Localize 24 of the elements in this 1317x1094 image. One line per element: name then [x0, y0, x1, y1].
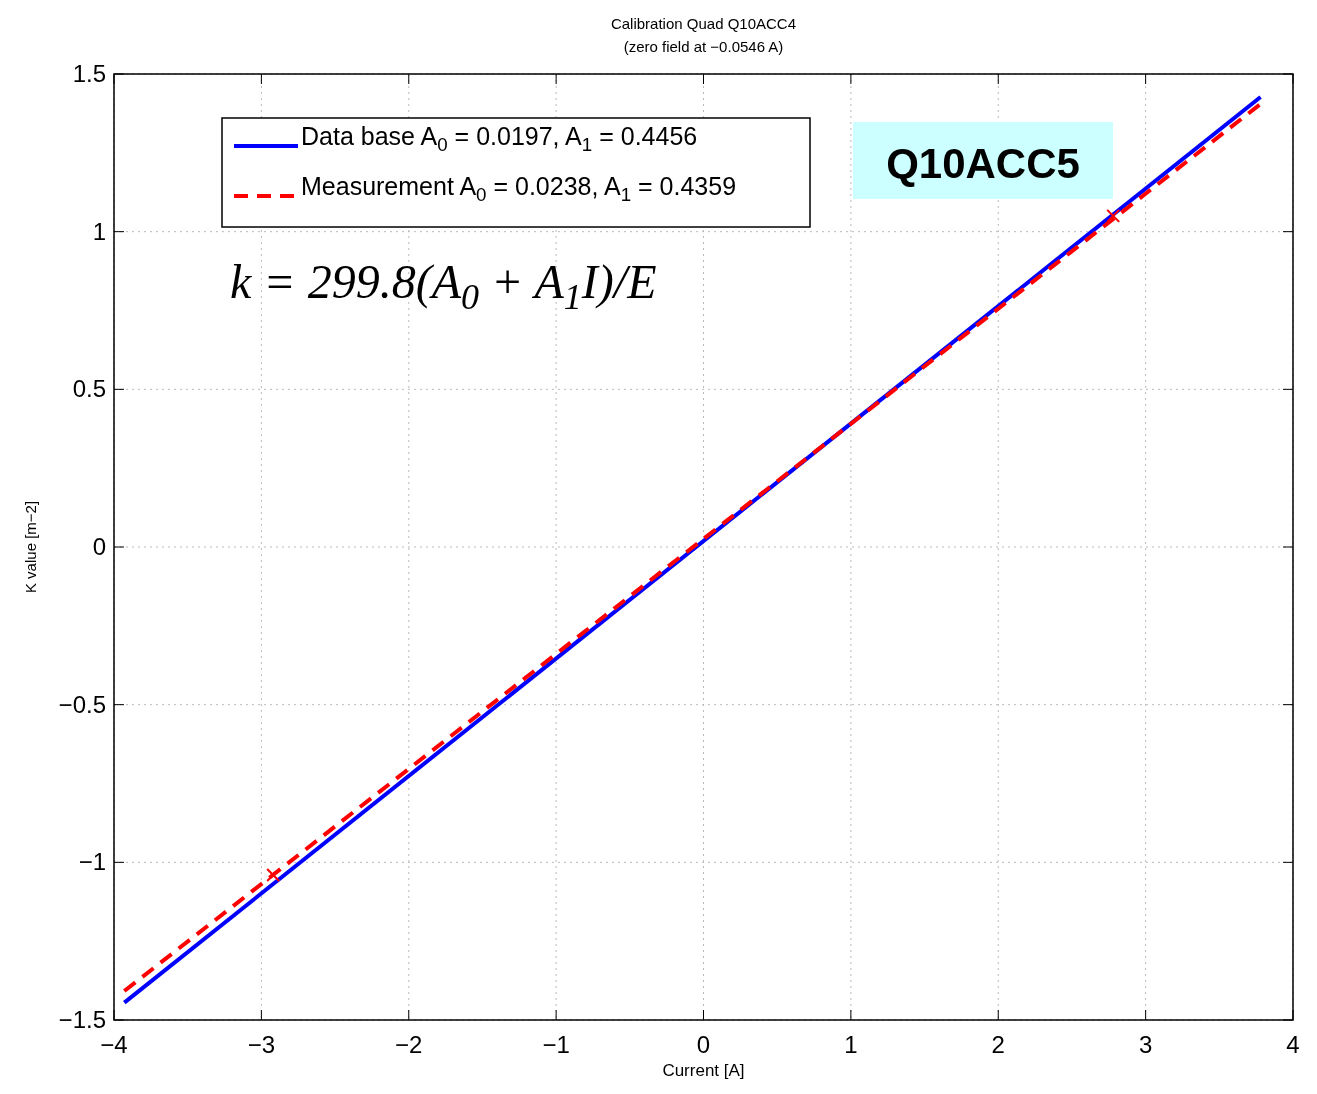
y-tick-label: −0.5 — [58, 690, 106, 718]
chart-subtitle: (zero field at −0.0546 A) — [623, 38, 784, 55]
annotation: Q10ACC5 — [886, 140, 1080, 187]
x-tick-label: −3 — [247, 1031, 276, 1058]
y-tick-label: 0 — [92, 533, 106, 560]
x-tick-label: 1 — [844, 1031, 858, 1058]
x-tick-label: 2 — [991, 1031, 1005, 1058]
x-axis-title: Current [A] — [662, 1061, 745, 1080]
x-tick-label: 0 — [696, 1031, 711, 1058]
legend-label: Data base A$_{0}$ = 0.0197, A$_{1}$ = 0.4456 — [301, 122, 698, 155]
y-axis-title: K value [m−2] — [22, 500, 39, 594]
annotation: k = 299.8(A$_{0}$ + A$_{1}$I)/E — [230, 255, 657, 317]
y-tick-label: −1.5 — [58, 1006, 106, 1033]
x-tick-label: −1 — [542, 1031, 570, 1058]
y-tick-label: 1.5 — [72, 60, 106, 87]
x-tick-label: 3 — [1138, 1031, 1153, 1058]
chart-title: Calibration Quad Q10ACC4 — [610, 15, 797, 32]
x-tick-label: −4 — [100, 1031, 128, 1058]
y-tick-label: 1 — [92, 217, 106, 245]
x-tick-label: −2 — [395, 1031, 423, 1058]
legend-label: Measurement A$_{0}$ = 0.0238, A$_{1}$ = 0.4359 — [301, 172, 737, 205]
y-tick-label: 0.5 — [72, 375, 106, 403]
x-tick-label: 4 — [1286, 1031, 1300, 1058]
y-tick-label: −1 — [78, 848, 106, 876]
